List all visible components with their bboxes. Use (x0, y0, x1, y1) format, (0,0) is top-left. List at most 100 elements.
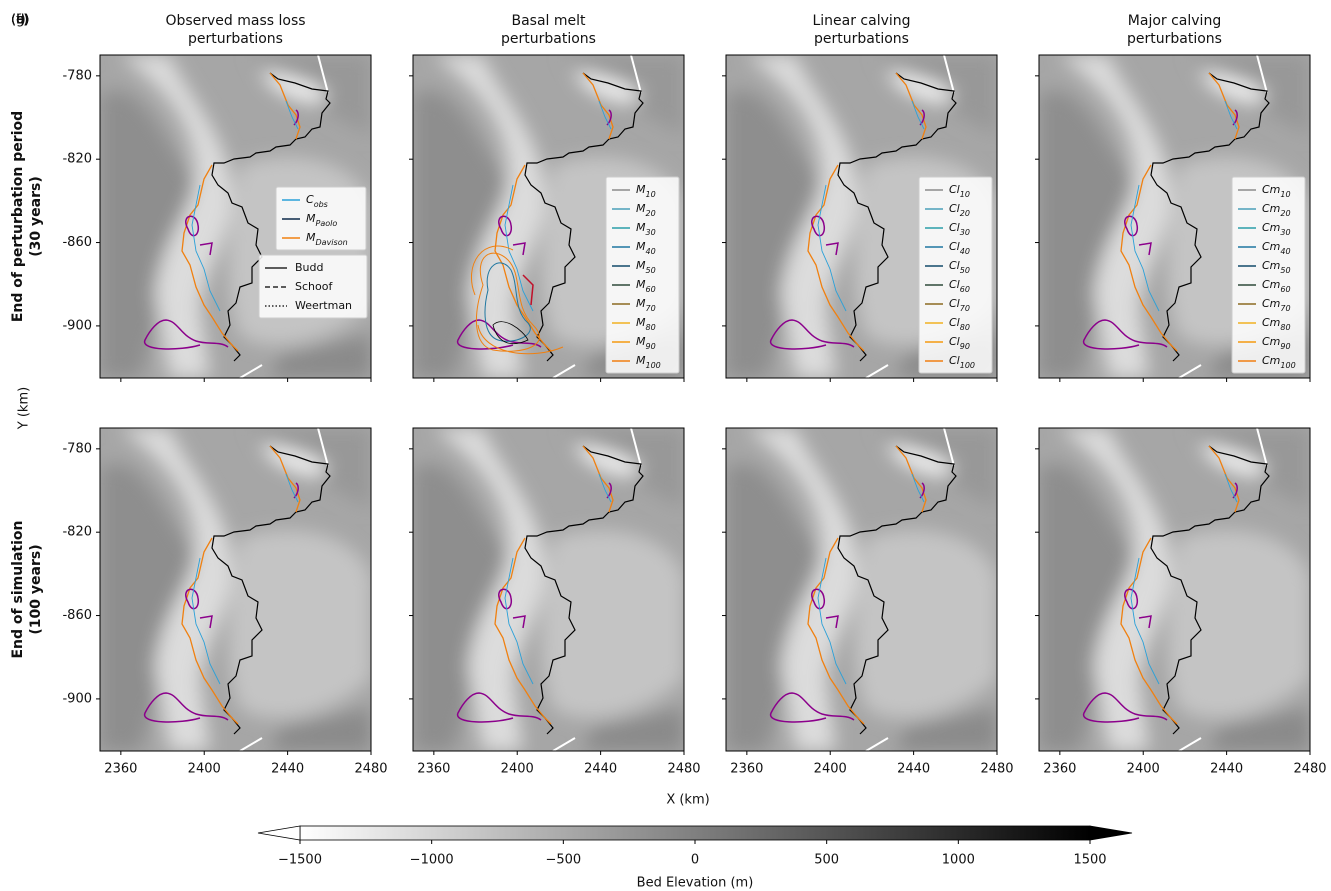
legend-subscript: 30 (646, 228, 656, 237)
x-tick-label: 2400 (1127, 762, 1160, 777)
legend-subscript: Paolo (316, 219, 338, 228)
legend-subscript: 60 (646, 285, 656, 294)
figure: Observed mass loss perturbations Basal mel… (0, 0, 1331, 891)
legend-subscript: 30 (1280, 228, 1290, 237)
legend: Cl10Cl20Cl30Cl40Cl50Cl60Cl70Cl80Cl90Cl10… (919, 177, 992, 373)
legend-subscript: 20 (646, 209, 656, 218)
x-tick-label: 2400 (188, 762, 221, 777)
legend-subscript: 20 (960, 209, 970, 218)
colorbar-tick-label: 1000 (942, 853, 975, 868)
legend-subscript: 10 (960, 190, 970, 199)
map-panel: 2360 2400 2440 2480 -780 -820 -860 -900 (62, 428, 387, 777)
y-tick-label: -900 (62, 691, 92, 706)
colorbar (300, 826, 1090, 840)
colorbar-tick-label: 0 (691, 853, 699, 868)
legend-subscript: 30 (960, 228, 970, 237)
y-tick-label: -780 (62, 68, 92, 83)
colorbar-label: Bed Elevation (m) (637, 876, 754, 891)
legend-subscript: 10 (646, 190, 656, 199)
row-label: (30 years) (28, 176, 44, 256)
column-title: perturbations (814, 31, 909, 47)
colorbar-tick-label: −1000 (410, 853, 454, 868)
x-tick-label: 2480 (667, 762, 700, 777)
y-tick-label: -820 (62, 152, 92, 167)
column-title: perturbations (1127, 31, 1222, 47)
map-body (726, 428, 997, 751)
map-panel: 2360 2400 2440 2480 (409, 428, 701, 777)
row-label: (100 years) (28, 544, 44, 634)
map-body (413, 428, 684, 751)
legend-subscript: 90 (1280, 342, 1290, 351)
legend-subscript: 100 (1280, 361, 1295, 370)
legend-subscript: 40 (1280, 247, 1290, 256)
x-tick-label: 2480 (1293, 762, 1326, 777)
legend-subscript: 80 (646, 323, 656, 332)
page: Observed mass loss perturbations Basal mel… (0, 0, 1331, 891)
row-label: End of simulation (10, 520, 26, 658)
colorbar-tick-label: 1500 (1073, 853, 1106, 868)
x-tick-label: 2440 (271, 762, 304, 777)
legend-subscript: 70 (646, 304, 656, 313)
y-tick-label: -820 (62, 525, 92, 540)
legend-subscript: 40 (646, 247, 656, 256)
legend-subscript: 100 (646, 361, 661, 370)
x-tick-label: 2360 (730, 762, 763, 777)
x-tick-label: 2360 (104, 762, 137, 777)
map-panel: 2360 2400 2440 2480 (1035, 428, 1327, 777)
row-label: End of perturbation period (10, 111, 26, 322)
x-tick-label: 2360 (417, 762, 450, 777)
colorbar-extend (1090, 826, 1132, 840)
legend-label: Schoof (295, 280, 333, 293)
y-tick-label: -900 (62, 318, 92, 333)
map-body (1039, 428, 1310, 751)
legend-label: Weertman (295, 299, 352, 312)
legend-subscript: 70 (960, 304, 970, 313)
legend-subscript: 70 (1280, 304, 1290, 313)
y-tick-label: -860 (62, 608, 92, 623)
colorbar-tick-label: 500 (814, 853, 839, 868)
colorbar-tick-label: −1500 (278, 853, 322, 868)
legend: Cm10Cm20Cm30Cm40Cm50Cm60Cm70Cm80Cm90Cm10… (1232, 177, 1305, 373)
y-axis-label: Y (km) (17, 387, 32, 430)
x-tick-label: 2440 (1210, 762, 1243, 777)
map-body (100, 428, 371, 751)
column-title: Linear calving (812, 13, 910, 29)
y-tick-label: -860 (62, 235, 92, 250)
legend-subscript: 20 (1280, 209, 1290, 218)
legend-label: Budd (295, 261, 323, 274)
legend-subscript: 80 (960, 323, 970, 332)
x-tick-label: 2480 (980, 762, 1013, 777)
map-panel: Cm10Cm20Cm30Cm40Cm50Cm60Cm70Cm80Cm90Cm10… (1035, 55, 1310, 382)
x-tick-label: 2440 (897, 762, 930, 777)
legend-subscript: 40 (960, 247, 970, 256)
map-panel: Cl10Cl20Cl30Cl40Cl50Cl60Cl70Cl80Cl90Cl10… (722, 55, 997, 382)
colorbar-extend (258, 826, 300, 840)
panel-label: (h) (11, 13, 29, 28)
x-tick-label: 2440 (584, 762, 617, 777)
x-tick-label: 2480 (354, 762, 387, 777)
y-tick-label: -780 (62, 441, 92, 456)
colorbar-tick-label: −500 (545, 853, 581, 868)
column-title: Basal melt (511, 13, 586, 29)
legend-subscript: Davison (316, 238, 348, 247)
legend-subscript: 80 (1280, 323, 1290, 332)
map-panel: 2360 2400 2440 2480 (722, 428, 1014, 777)
column-title: Observed mass loss (165, 13, 305, 29)
x-tick-label: 2400 (814, 762, 847, 777)
legend-subscript: 60 (1280, 285, 1290, 294)
legend-subscript: 100 (960, 361, 975, 370)
x-axis-label: X (km) (666, 793, 709, 808)
x-tick-label: 2360 (1043, 762, 1076, 777)
legend-subscript: obs (314, 200, 328, 209)
legend-subscript: 10 (1280, 190, 1290, 199)
style-legend: Budd Schoof Weertman (259, 255, 367, 318)
column-title: perturbations (188, 31, 283, 47)
legend-subscript: 50 (646, 266, 656, 275)
legend-subscript: 60 (960, 285, 970, 294)
column-title: Major calving (1128, 13, 1221, 29)
x-tick-label: 2400 (501, 762, 534, 777)
